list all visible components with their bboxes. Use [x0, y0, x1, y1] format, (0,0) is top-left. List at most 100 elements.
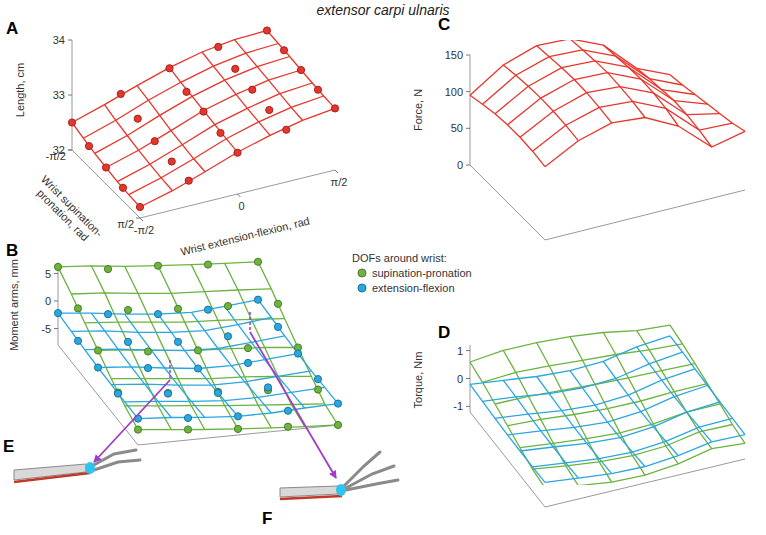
pointer-arrow: [94, 380, 170, 462]
y-tick: [68, 150, 72, 151]
panel-d: D-101Torque, Nm: [412, 323, 745, 507]
marker: [119, 184, 126, 191]
marker: [54, 263, 61, 270]
mesh-line: [91, 313, 171, 417]
y-tick: [136, 218, 140, 219]
marker: [254, 296, 261, 303]
pointer-dash: [169, 360, 171, 380]
marker: [314, 86, 321, 93]
panel-label: E: [3, 437, 14, 456]
marker: [274, 300, 281, 307]
z-tick: [68, 150, 72, 151]
z-tick: [466, 350, 470, 351]
marker: [68, 119, 75, 126]
z-tick-label: 100: [445, 86, 463, 98]
x-tick: [140, 218, 143, 221]
marker: [102, 164, 109, 171]
marker: [234, 149, 241, 156]
marker: [144, 364, 151, 371]
marker: [217, 129, 224, 136]
mesh-line: [58, 313, 138, 419]
z-tick: [466, 91, 470, 92]
marker: [151, 138, 158, 145]
marker: [124, 338, 131, 345]
marker: [266, 106, 273, 113]
z-tick: [68, 95, 72, 96]
mesh-line: [91, 266, 171, 430]
y-tick-label: -π/2: [46, 150, 66, 162]
mesh-line: [503, 380, 578, 478]
z-tick-label: 5: [45, 268, 51, 280]
mesh-line: [520, 87, 720, 138]
marker: [244, 359, 251, 366]
marker: [314, 376, 321, 383]
z-axis-label: Torque, Nm: [412, 352, 424, 409]
marker: [94, 364, 101, 371]
z-axis-label: Length, cm: [14, 63, 26, 117]
plot-area: [470, 325, 745, 485]
panel-c: C050100150Force, N: [412, 15, 745, 240]
pointer-dash: [249, 312, 251, 332]
marker: [104, 311, 111, 318]
forearm: [280, 486, 338, 497]
y-axis-label: Wrist supination-pronation, rad: [30, 173, 105, 248]
muscle: [280, 496, 342, 499]
plot-area: [54, 258, 341, 433]
mesh-line: [85, 336, 285, 351]
x-tick-label: 0: [238, 200, 244, 212]
marker: [200, 108, 207, 115]
marker: [117, 90, 124, 97]
mesh-line: [533, 101, 733, 151]
z-tick: [466, 55, 470, 56]
marker: [164, 390, 171, 397]
z-axis: [470, 55, 471, 165]
mesh-line: [603, 45, 678, 126]
marker: [204, 261, 211, 268]
panel-label: A: [6, 19, 18, 38]
mesh-line: [191, 312, 271, 413]
legend: DOFs around wrist:supination-pronationex…: [352, 252, 472, 294]
marker: [274, 323, 281, 330]
marker: [194, 365, 201, 372]
y-axis: [470, 165, 545, 240]
mesh-line: [71, 318, 271, 333]
wrist-joint: [85, 462, 95, 474]
mesh-line: [483, 50, 683, 104]
y-axis-label-line: pronation, rad: [35, 187, 91, 243]
mesh-line: [483, 352, 683, 401]
z-tick-label: 33: [53, 89, 65, 101]
marker: [283, 126, 290, 133]
marker: [204, 306, 211, 313]
mesh-line: [125, 266, 205, 429]
mesh-line: [495, 369, 695, 418]
plot-area: [470, 40, 745, 167]
marker: [224, 302, 231, 309]
z-tick: [466, 406, 470, 407]
legend-label: extension-flexion: [372, 282, 455, 294]
muscle: [14, 473, 90, 482]
marker: [54, 310, 61, 317]
x-axis: [138, 425, 338, 445]
mesh-line: [258, 300, 338, 404]
mesh-line: [537, 377, 612, 474]
marker: [224, 333, 231, 340]
marker: [184, 414, 191, 421]
z-tick-label: 1: [457, 345, 463, 357]
z-tick: [54, 273, 58, 274]
mesh-line: [637, 331, 712, 449]
x-axis-label: Wrist extension-flexion, rad: [179, 214, 311, 257]
marker: [154, 262, 161, 269]
image-e: E: [3, 437, 140, 482]
panel-label: D: [438, 323, 450, 342]
marker: [215, 43, 222, 50]
x-tick-label: π/2: [331, 176, 348, 188]
marker: [94, 347, 101, 354]
z-tick: [54, 301, 58, 302]
mesh-line: [105, 105, 173, 191]
mesh-line: [637, 68, 712, 147]
marker: [185, 177, 192, 184]
z-tick-label: 0: [457, 159, 463, 171]
marker: [234, 413, 241, 420]
x-tick: [335, 170, 338, 173]
panel-label: B: [6, 241, 18, 260]
